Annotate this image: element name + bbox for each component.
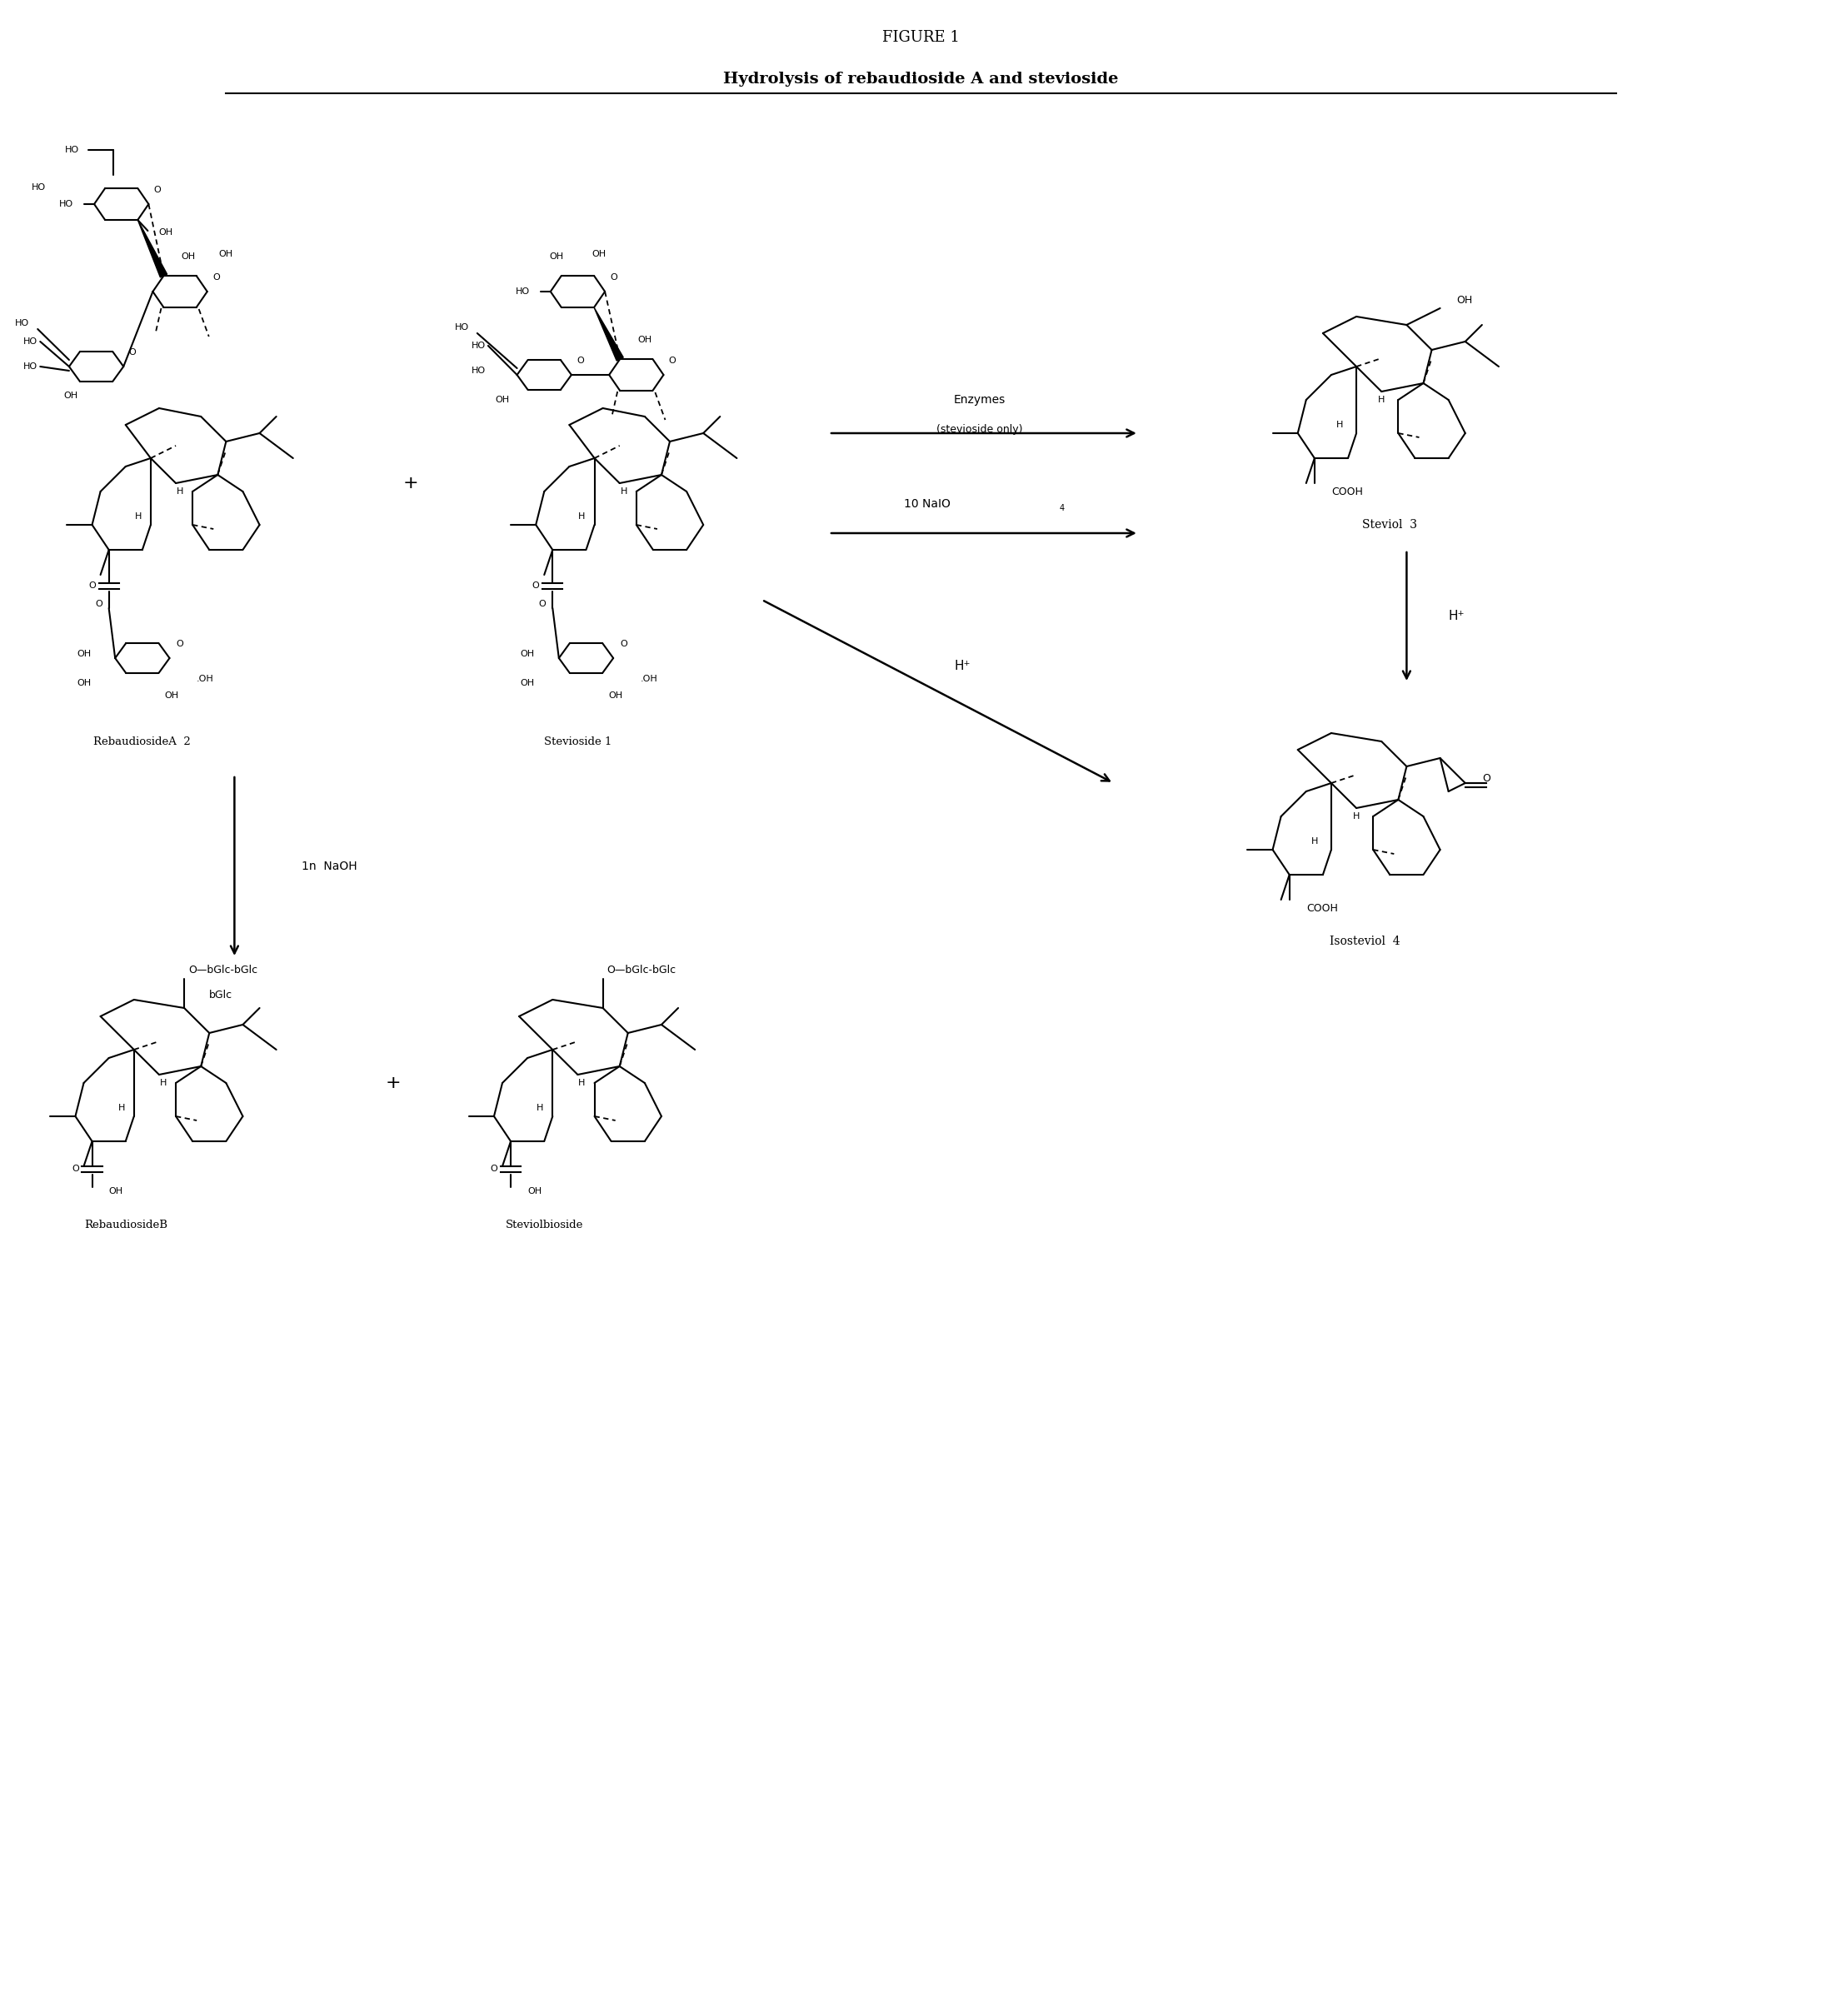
Text: COOH: COOH [1332,486,1363,496]
Text: HO: HO [24,363,37,371]
Polygon shape [138,220,168,278]
Text: O: O [577,357,584,365]
Text: Stevioside 1: Stevioside 1 [543,736,612,746]
Text: OH: OH [527,1187,542,1195]
Text: HO: HO [31,183,46,192]
Text: OH: OH [591,250,606,258]
Text: 1n  NaOH: 1n NaOH [302,861,357,873]
Text: O: O [621,639,628,647]
Text: FIGURE 1: FIGURE 1 [882,30,960,44]
Text: O: O [1483,774,1490,784]
Text: OH: OH [109,1187,123,1195]
Text: OH: OH [519,679,534,687]
Text: O: O [669,357,676,365]
Text: H: H [1378,395,1385,403]
Text: OH: OH [519,649,534,657]
Text: HO: HO [64,145,79,153]
Text: H: H [1352,812,1359,821]
Text: OH: OH [158,228,173,236]
Text: RebaudiosideB: RebaudiosideB [85,1220,168,1230]
Text: H: H [578,512,586,520]
Text: O—bGlc-bGlc: O—bGlc-bGlc [608,966,676,976]
Text: H: H [536,1105,543,1113]
Text: O—bGlc-bGlc: O—bGlc-bGlc [188,966,258,976]
Text: O: O [72,1165,79,1173]
Text: H: H [160,1079,168,1087]
Text: HO: HO [59,200,74,208]
Text: O: O [490,1165,497,1173]
Text: Steviol  3: Steviol 3 [1363,518,1416,530]
Text: RebaudiosideA  2: RebaudiosideA 2 [94,736,192,746]
Text: HO: HO [15,319,29,327]
Text: OH: OH [495,395,510,403]
Text: O: O [88,581,96,591]
Text: HO: HO [24,337,37,345]
Text: OH: OH [181,252,195,260]
Text: H: H [134,512,142,520]
Text: O: O [610,274,617,282]
Text: H: H [578,1079,586,1087]
Text: Hydrolysis of rebaudioside A and stevioside: Hydrolysis of rebaudioside A and stevios… [724,73,1118,87]
Text: OH: OH [77,679,90,687]
Text: HO: HO [516,288,530,296]
Text: HO: HO [455,323,470,331]
Text: OH: OH [549,252,564,260]
Text: .OH: .OH [197,675,214,683]
Text: .OH: .OH [641,675,658,683]
Text: O: O [96,601,103,609]
Text: HO: HO [472,367,486,375]
Text: OH: OH [64,391,79,399]
Text: H: H [621,488,628,496]
Text: H: H [1335,421,1343,429]
Text: H: H [1312,837,1319,845]
Text: O: O [177,639,184,647]
Text: Isosteviol  4: Isosteviol 4 [1330,935,1400,948]
Text: HO: HO [472,341,486,351]
Text: OH: OH [1457,294,1474,304]
Text: (stevioside only): (stevioside only) [936,423,1022,433]
Text: OH: OH [164,691,179,700]
Text: bGlc: bGlc [210,990,232,1000]
Text: Enzymes: Enzymes [954,393,1006,405]
Text: O: O [153,185,160,194]
Text: COOH: COOH [1306,903,1337,913]
Text: 10 NaIO: 10 NaIO [904,498,950,510]
Polygon shape [593,306,623,361]
Text: H: H [177,488,184,496]
Text: O: O [532,581,540,591]
Text: OH: OH [608,691,623,700]
Text: H: H [118,1105,125,1113]
Text: O: O [212,274,219,282]
Text: OH: OH [77,649,90,657]
Text: +: + [385,1075,402,1091]
Text: O: O [129,349,136,357]
Text: H⁺: H⁺ [954,659,971,673]
Text: Steviolbioside: Steviolbioside [505,1220,584,1230]
Text: OH: OH [637,337,652,345]
Text: O: O [540,601,547,609]
Text: 4: 4 [1059,504,1065,512]
Text: OH: OH [219,250,234,258]
Text: +: + [403,476,418,492]
Text: H⁺: H⁺ [1448,611,1464,623]
